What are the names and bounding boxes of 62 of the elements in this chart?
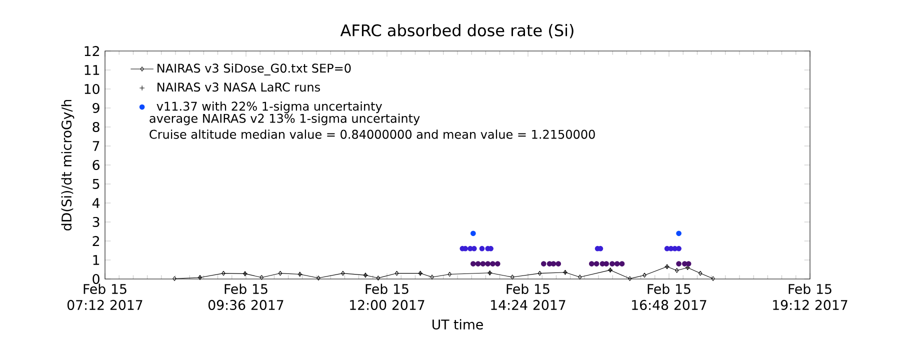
point [260,275,264,280]
y-tick-label: 1 [93,255,100,265]
point [376,276,380,280]
annotation: average NAIRAS v2 13% 1-sigma uncertainty [150,114,420,126]
annotation: Cruise altitude median value = 0.84000000 and mean value = 1.2150000 [150,130,595,139]
point [494,261,500,266]
y-tick-label: 7 [92,141,100,151]
point [614,261,620,266]
y-axis-title: dD(Si)/dt microGy/h [61,100,74,230]
point [278,270,282,276]
point [628,276,632,282]
point [341,270,345,276]
point [394,270,399,276]
point [490,261,496,266]
x-tick-label: Feb 15 14:24 2017 [491,284,566,310]
point [619,261,625,266]
y-tick-label: 11 [84,65,100,75]
point [642,272,646,278]
y-tick-label: 6 [92,160,100,170]
point [538,270,542,276]
point [480,261,486,266]
point [316,276,320,280]
y-tick-label: 3 [92,216,100,228]
y-tick-label: 9 [92,102,100,114]
y-tick-label: 5 [92,179,100,189]
x-axis-title: UT time [432,319,483,330]
point [676,230,682,236]
point [430,274,434,280]
legend-label: NAIRAS v3 SiDose_G0.txt SEP=0 [158,63,351,76]
point [222,270,226,276]
point [676,246,682,252]
point [610,261,615,266]
x-tick-label: Feb 15 07:12 2017 [67,284,142,310]
point [470,230,476,236]
point [485,261,491,266]
point [594,261,600,266]
x-tick-label: Feb 15 09:36 2017 [208,284,284,310]
x-tick-label: Feb 15 12:00 2017 [350,284,424,310]
point [510,274,514,280]
point [674,268,679,273]
y-tick-label: 10 [84,84,100,94]
legend-label: v11.37 with 22% 1-sigma uncertainty [156,101,382,114]
y-tick-label: 12 [84,46,99,56]
chart-title: AFRC absorbed dose rate (Si) [340,24,574,38]
x-tick-label: Feb 15 16:48 2017 [632,284,706,310]
y-tick-label: 4 [92,198,100,208]
point [475,261,481,266]
y-tick-label: 0 [92,274,100,284]
point [479,246,485,252]
y-tick-label: 8 [92,122,100,132]
y-tick-label: 2 [92,236,99,246]
legend-label: NAIRAS v3 NASA LaRC runs [158,82,320,92]
point [604,261,610,266]
point [578,274,582,280]
point [698,270,702,276]
point [541,261,546,266]
point [470,261,476,266]
point [556,261,562,266]
point [676,261,682,266]
point [588,261,594,266]
x-tick-label: Feb 15 19:12 2017 [773,284,848,310]
point [448,272,452,277]
